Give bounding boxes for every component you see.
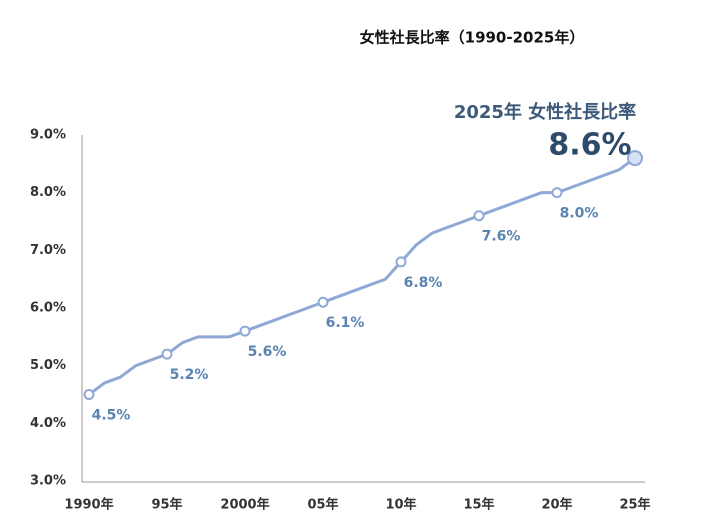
- value-label: 4.5%: [92, 408, 131, 424]
- x-tick-label: 1990年: [64, 497, 113, 513]
- line: [88, 156, 636, 396]
- x-tick-label: 05年: [307, 497, 338, 513]
- x-tick-label: 15年: [463, 497, 494, 513]
- point: [239, 325, 251, 337]
- point: [473, 210, 485, 222]
- point: [161, 348, 173, 360]
- value-label: 6.8%: [404, 275, 443, 291]
- value-label: 8.6%: [548, 128, 631, 163]
- point: [395, 256, 407, 268]
- y-tick-label: 6.0%: [30, 301, 66, 316]
- annotation: 2025年 女性社長比率: [454, 101, 636, 123]
- y-tick-label: 4.0%: [30, 416, 66, 431]
- x-tick-label: 25年: [619, 497, 650, 513]
- y-tick-label: 8.0%: [30, 185, 66, 200]
- chart-title: 女性社長比率（1990-2025年）: [360, 29, 585, 47]
- point: [317, 296, 329, 308]
- point: [627, 150, 643, 167]
- y-tick-label: 3.0%: [30, 474, 66, 489]
- point: [551, 187, 563, 199]
- y-tick-label: 5.0%: [30, 358, 66, 373]
- y-tick-label: 9.0%: [30, 128, 66, 143]
- x-tick-label: 20年: [541, 497, 572, 513]
- value-label: 8.0%: [560, 206, 599, 222]
- y-tick-label: 7.0%: [30, 243, 66, 258]
- x-tick-label: 2000年: [220, 497, 269, 513]
- value-label: 5.6%: [248, 344, 287, 360]
- x-tick-label: 10年: [385, 497, 416, 513]
- value-label: 5.2%: [170, 367, 209, 383]
- value-label: 6.1%: [326, 315, 365, 331]
- value-label: 7.6%: [482, 229, 521, 245]
- x-tick-label: 95年: [151, 497, 182, 513]
- point: [83, 389, 95, 400]
